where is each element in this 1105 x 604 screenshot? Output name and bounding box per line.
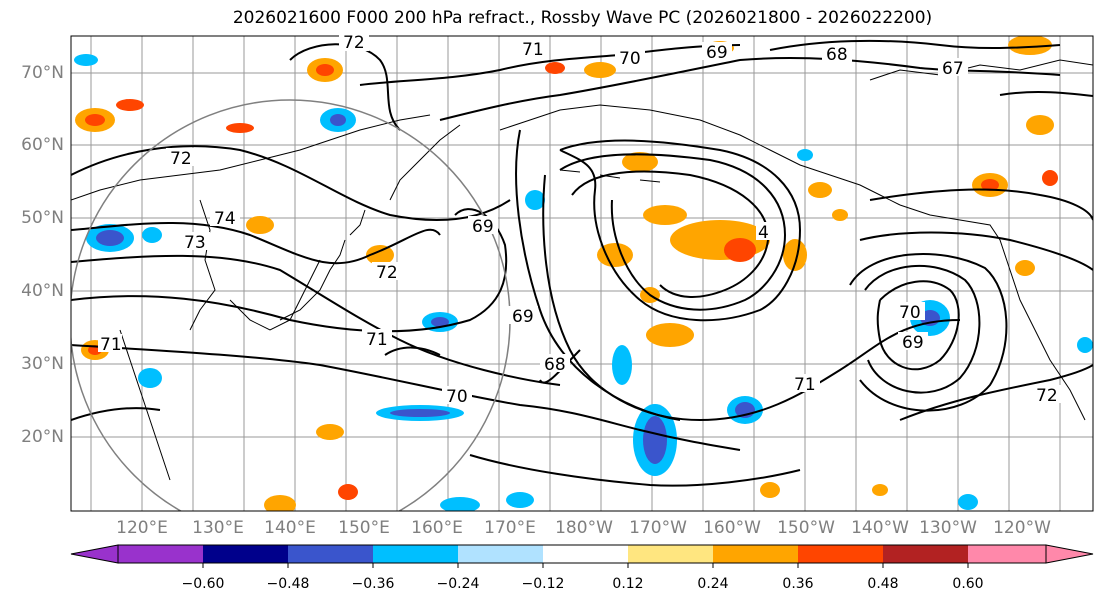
contour-label: 72 — [1036, 386, 1058, 406]
arctic-coast — [869, 59, 1093, 81]
contour-label: 68 — [544, 355, 566, 375]
contour-label: 72 — [170, 149, 192, 169]
colorbar — [70, 544, 1094, 568]
colorbar-extend-left — [70, 544, 119, 564]
map-frame — [70, 35, 1094, 512]
colorbar-bin — [458, 545, 543, 563]
colorbar-bin — [628, 545, 713, 563]
colorbar-tick-label: 0.60 — [952, 576, 984, 592]
colorbar-tick-label: −0.36 — [351, 576, 395, 592]
grid-lines — [71, 36, 1093, 511]
lat-label: 20°N — [21, 427, 64, 447]
contour-label: 69 — [706, 43, 728, 63]
lon-label: 180°W — [555, 518, 613, 538]
colorbar-bin — [883, 545, 968, 563]
colorbar-bin — [543, 545, 628, 563]
colorbar-tick-label: 0.12 — [612, 576, 644, 592]
map-title: 2026021600 F000 200 hPa refract., Rossby… — [232, 8, 933, 28]
contour-label: 72 — [376, 263, 398, 283]
north-america-coast — [899, 204, 1086, 421]
lon-label: 160°E — [411, 518, 463, 538]
colorbar-bin — [968, 545, 1046, 563]
contour-label: 67 — [942, 59, 964, 79]
colorbar-tick-label: 0.36 — [782, 576, 814, 592]
lon-label: 140°E — [264, 518, 316, 538]
contour-label: 71 — [100, 335, 122, 355]
contour-lines — [71, 39, 1093, 487]
colorbar-extend-right — [1045, 544, 1094, 564]
lat-label: 60°N — [21, 135, 64, 155]
anomaly-shading — [74, 36, 1093, 511]
lon-label: 140°W — [851, 518, 909, 538]
contour-label: 71 — [366, 330, 388, 350]
contour-label: 70 — [446, 387, 468, 407]
japan-coast — [279, 209, 366, 321]
colorbar-tick-label: 0.24 — [697, 576, 729, 592]
lat-label: 40°N — [21, 281, 64, 301]
contour-label: 70 — [899, 303, 921, 323]
contour-label: 69 — [902, 333, 924, 353]
lon-label: 120°E — [116, 518, 168, 538]
contour-label: 73 — [184, 233, 206, 253]
asia-coast — [71, 114, 431, 481]
colorbar-tick-label: −0.60 — [181, 576, 225, 592]
lon-label: 170°E — [484, 518, 536, 538]
colorbar-bin — [203, 545, 288, 563]
colorbar-bin — [713, 545, 798, 563]
contour-label: 69 — [472, 217, 494, 237]
coastlines — [71, 59, 1093, 481]
alaska-coast — [499, 104, 901, 206]
lon-label: 130°W — [919, 518, 977, 538]
colorbar-bin — [373, 545, 458, 563]
lon-label: 120°W — [993, 518, 1051, 538]
contour-label: 68 — [826, 45, 848, 65]
colorbar-bin — [798, 545, 883, 563]
colorbar-tick-label: −0.12 — [521, 576, 565, 592]
colorbar-bin — [118, 545, 203, 563]
contour-label: 74 — [214, 209, 236, 229]
colorbar-tick-label: −0.24 — [436, 576, 480, 592]
lat-label: 50°N — [21, 208, 64, 228]
lon-label: 150°W — [777, 518, 835, 538]
lat-label: 30°N — [21, 354, 64, 374]
contour-label: 71 — [522, 40, 544, 60]
lon-label: 130°E — [192, 518, 244, 538]
positive-patches — [75, 36, 1058, 511]
lon-label: 170°W — [629, 518, 687, 538]
kamchatka-coast — [389, 124, 461, 201]
lon-label: 150°E — [338, 518, 390, 538]
colorbar-tick-label: 0.48 — [867, 576, 899, 592]
contour-label: 4 — [758, 223, 769, 243]
contour-label: 71 — [794, 375, 816, 395]
contour-label: 72 — [343, 33, 365, 53]
lat-label: 70°N — [21, 63, 64, 83]
negative-patches — [74, 54, 1093, 511]
contour-label: 69 — [512, 307, 534, 327]
colorbar-bin — [288, 545, 373, 563]
colorbar-tick-label: −0.48 — [266, 576, 310, 592]
lon-label: 160°W — [703, 518, 761, 538]
contour-label: 70 — [619, 49, 641, 69]
